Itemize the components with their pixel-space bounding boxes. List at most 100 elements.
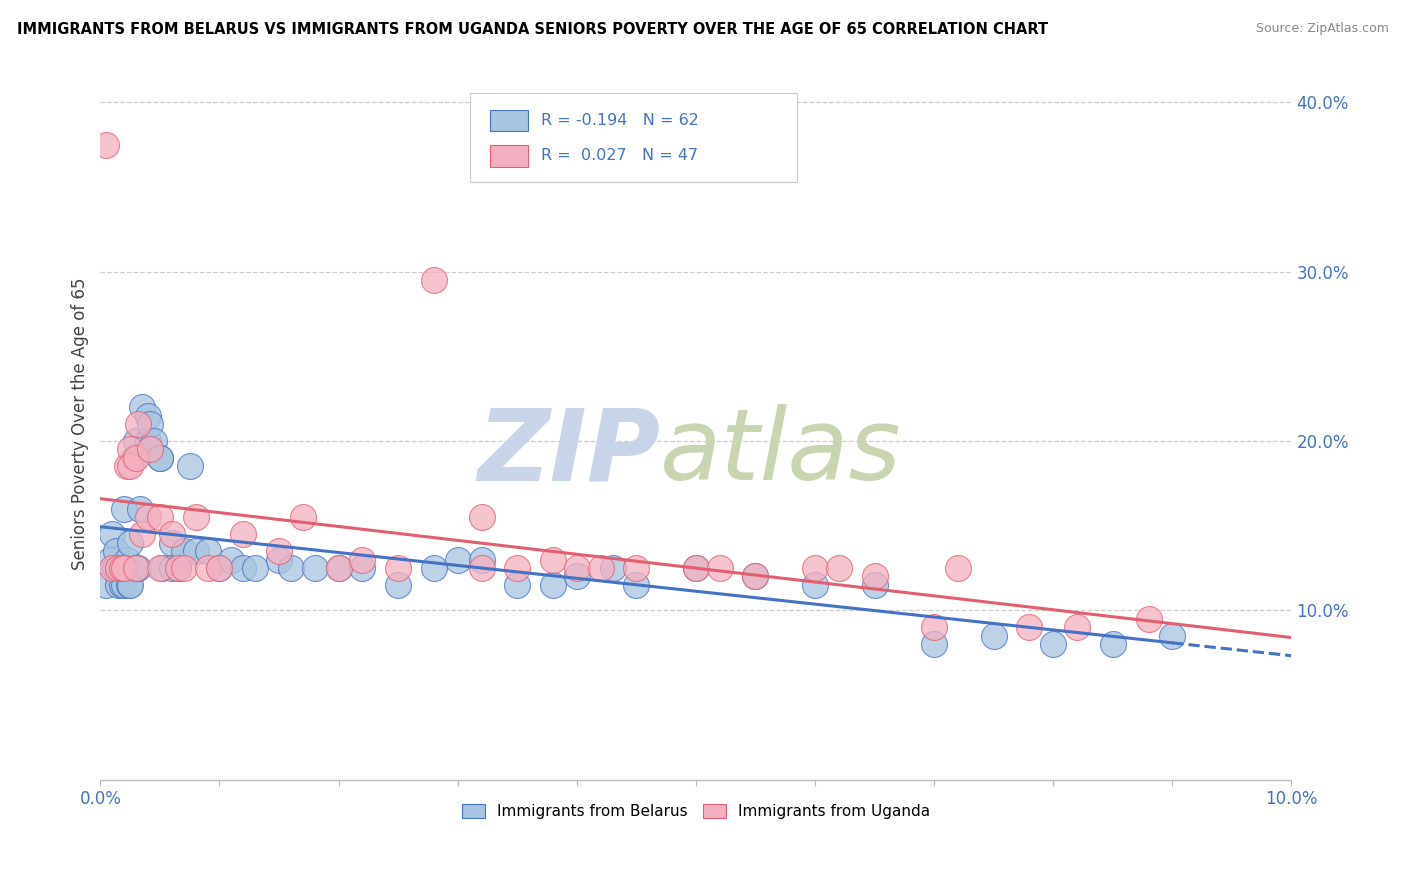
Point (112, 578, 135, 592)
Point (108, 561, 131, 575)
Point (101, 561, 124, 575)
Point (541, 578, 564, 592)
Point (136, 434, 159, 448)
Point (267, 552, 290, 566)
Point (115, 459, 138, 474)
Point (173, 544, 195, 558)
Point (139, 417, 162, 431)
Point (125, 561, 148, 575)
Point (111, 561, 134, 575)
Text: Source: ZipAtlas.com: Source: ZipAtlas.com (1256, 22, 1389, 36)
Point (120, 459, 142, 474)
Point (101, 527, 124, 541)
Point (626, 578, 648, 592)
Point (112, 501, 135, 516)
Point (96, 578, 118, 592)
Point (149, 561, 172, 575)
Point (352, 561, 374, 575)
Point (125, 450, 148, 465)
Point (387, 578, 409, 592)
Point (470, 552, 492, 566)
Point (184, 544, 207, 558)
Point (565, 561, 588, 575)
Point (197, 561, 219, 575)
Point (447, 552, 470, 566)
Point (120, 578, 142, 592)
Point (423, 273, 446, 287)
Point (136, 409, 159, 423)
Point (160, 561, 183, 575)
Point (166, 561, 188, 575)
Point (541, 552, 564, 566)
Point (125, 434, 148, 448)
Point (111, 578, 134, 592)
Point (506, 561, 529, 575)
Point (120, 442, 142, 457)
Point (232, 527, 254, 541)
Text: ZIP: ZIP (477, 404, 661, 501)
Point (1161, 629, 1184, 643)
Point (922, 637, 945, 651)
Point (387, 561, 409, 575)
Point (1042, 637, 1064, 651)
Point (131, 400, 153, 414)
Point (280, 561, 302, 575)
Point (685, 561, 707, 575)
Text: atlas: atlas (661, 404, 901, 501)
Point (127, 417, 149, 431)
Text: IMMIGRANTS FROM BELARUS VS IMMIGRANTS FROM UGANDA SENIORS POVERTY OVER THE AGE O: IMMIGRANTS FROM BELARUS VS IMMIGRANTS FR… (17, 22, 1047, 37)
Point (120, 535, 142, 549)
Bar (489, 110, 529, 131)
Point (626, 561, 648, 575)
Point (267, 544, 290, 558)
Point (150, 561, 173, 575)
Point (423, 561, 446, 575)
Point (828, 561, 851, 575)
Point (470, 510, 492, 524)
Point (142, 434, 165, 448)
Point (328, 561, 350, 575)
Point (107, 569, 129, 583)
FancyBboxPatch shape (470, 94, 797, 182)
Text: R = -0.194   N = 62: R = -0.194 N = 62 (541, 113, 699, 128)
Point (245, 561, 267, 575)
Point (208, 561, 231, 575)
Point (506, 578, 529, 592)
Point (122, 450, 145, 465)
Point (922, 620, 945, 634)
Point (804, 561, 827, 575)
Point (804, 578, 827, 592)
Point (125, 561, 148, 575)
Point (160, 527, 183, 541)
Point (118, 578, 141, 592)
Bar (489, 145, 529, 167)
Point (98, 552, 121, 566)
Point (863, 569, 886, 583)
Point (173, 561, 195, 575)
Point (328, 561, 350, 575)
Point (127, 561, 149, 575)
Point (184, 510, 207, 524)
Point (1018, 620, 1040, 634)
Y-axis label: Seniors Poverty Over the Age of 65: Seniors Poverty Over the Age of 65 (72, 277, 89, 570)
Point (149, 450, 172, 465)
Point (744, 569, 766, 583)
Point (104, 544, 127, 558)
Point (197, 544, 219, 558)
Point (104, 561, 127, 575)
Point (304, 561, 326, 575)
Point (602, 561, 624, 575)
Point (136, 510, 159, 524)
Point (107, 561, 129, 575)
Text: R =  0.027   N = 47: R = 0.027 N = 47 (541, 148, 699, 163)
Point (149, 510, 172, 524)
Point (470, 561, 492, 575)
Point (589, 561, 612, 575)
Point (208, 561, 231, 575)
Point (232, 561, 254, 575)
Point (149, 450, 172, 465)
Point (107, 578, 129, 592)
Legend: Immigrants from Belarus, Immigrants from Uganda: Immigrants from Belarus, Immigrants from… (456, 797, 936, 825)
Point (983, 629, 1005, 643)
Point (179, 459, 201, 474)
